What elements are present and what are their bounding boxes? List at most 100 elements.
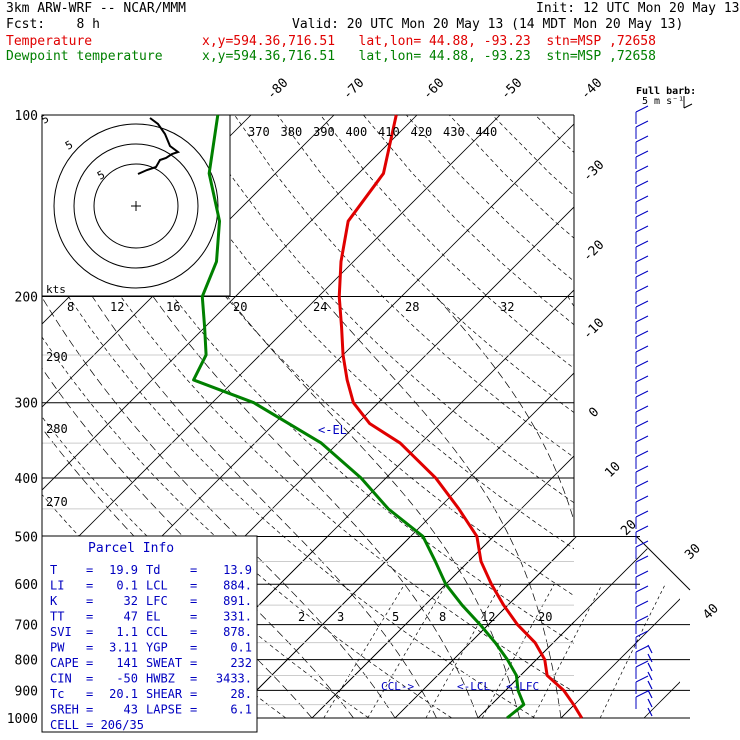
parcel-box xyxy=(41,535,258,733)
moist-adiabat-15 xyxy=(227,296,520,719)
isotherm--60 xyxy=(42,115,501,574)
barb-flag-0 xyxy=(635,105,649,113)
dry-adiabat-450 xyxy=(664,115,740,718)
parcel-val2-2: 891. xyxy=(223,594,252,608)
isotherm-low--120 xyxy=(0,115,2,718)
parcel-key2-4: CCL xyxy=(146,625,168,639)
parcel-eq1-1: = xyxy=(86,579,93,593)
barb-flag-30 xyxy=(635,555,649,563)
parcel-eq2-8: = xyxy=(190,687,197,701)
barb-legend-title: Full barb: xyxy=(636,86,696,97)
parcel-val2-5: 0.1 xyxy=(230,641,252,655)
low-barb-2 xyxy=(647,662,653,672)
parcel-eq2-6: = xyxy=(190,656,197,670)
moist-adiabat-10 xyxy=(152,296,479,719)
parcel-val2-4: 878. xyxy=(223,625,252,639)
isotherm-low-0 xyxy=(394,536,680,719)
dry-adiabat-460 xyxy=(707,115,740,718)
barb-flag-14 xyxy=(635,315,649,323)
parcel-val1-6: 141 xyxy=(116,656,138,670)
theta-label-370: 370 xyxy=(248,125,270,139)
mixing-ratio-8 xyxy=(481,584,555,719)
location-temperature: x,y=594.36,716.51 lat,lon= 44.88, -93.23… xyxy=(202,34,656,49)
parcel-key1-1: LI xyxy=(50,579,64,593)
barb-flag-23 xyxy=(635,450,649,458)
isotherm-low-20 xyxy=(560,536,680,719)
parcel-val1-9: 43 xyxy=(124,703,138,717)
low-barb-1 xyxy=(647,653,653,663)
speed-label-28: 28 xyxy=(405,300,419,314)
parcel-eq1-3: = xyxy=(86,610,93,624)
lcl-marker-0: CCL-> xyxy=(381,680,414,693)
theta-label-400: 400 xyxy=(346,125,368,139)
barb-flag-17 xyxy=(635,360,649,368)
speed-label-16: 16 xyxy=(166,300,180,314)
isotherm-label--70: -70 xyxy=(340,76,367,103)
isotherm-low-10 xyxy=(477,536,680,719)
parcel-val1-7: -50 xyxy=(116,672,138,686)
parcel-val2-3: 331. xyxy=(223,610,252,624)
parcel-eq2-5: = xyxy=(190,641,197,655)
barb-flag-16 xyxy=(635,345,649,353)
barb-flag-6 xyxy=(635,195,649,203)
parcel-key1-0: T xyxy=(50,563,57,577)
parcel-key2-8: SHEAR xyxy=(146,687,183,701)
pressure-label-900: 900 xyxy=(15,684,38,699)
isotherm-label--40: -40 xyxy=(578,76,605,103)
theta-label-430: 430 xyxy=(443,125,465,139)
init-time: Init: 12 UTC Mon 20 May 13 xyxy=(536,1,740,16)
barb-flag-19 xyxy=(635,390,649,398)
parcel-eq2-3: = xyxy=(190,610,197,624)
dewpoint-line xyxy=(192,114,526,720)
barb-flag-31 xyxy=(635,570,649,578)
barb-flag-35 xyxy=(635,630,649,638)
parcel-key2-0: Td xyxy=(146,563,160,577)
theta-label-440: 440 xyxy=(476,125,498,139)
speed-label-24: 24 xyxy=(313,300,327,314)
barb-flag-11 xyxy=(635,270,649,278)
hodograph-trace xyxy=(137,117,181,175)
isotherm-label-10: 10 xyxy=(602,459,624,481)
isotherm-label--20: -20 xyxy=(580,238,607,265)
barb-flag-15 xyxy=(635,330,649,338)
parcel-val2-9: 6.1 xyxy=(230,703,252,717)
speed-label-20: 20 xyxy=(233,300,247,314)
isotherm-40 xyxy=(727,115,740,718)
parcel-key2-7: HWBZ xyxy=(146,672,175,686)
parcel-val1-3: 47 xyxy=(124,610,138,624)
mixing-ratio-5 xyxy=(425,584,502,719)
barb-flag-38 xyxy=(635,675,649,683)
parcel-val1-2: 32 xyxy=(124,594,138,608)
temperature-line xyxy=(337,114,584,719)
parcel-eq1-2: = xyxy=(86,594,93,608)
theta-label-390: 390 xyxy=(313,125,335,139)
parcel-val2-7: 3433. xyxy=(216,672,252,686)
location-dewpoint: x,y=594.36,716.51 lat,lon= 44.88, -93.23… xyxy=(202,49,656,64)
dry-adiabat-380 xyxy=(363,115,574,326)
parcel-eq1-9: = xyxy=(86,703,93,717)
barb-flag-9 xyxy=(635,240,649,248)
dry-adiabat-440 xyxy=(621,115,740,718)
low-barb-3 xyxy=(647,671,653,681)
isotherm-low-30 xyxy=(643,536,680,719)
mixing-ratio-label-12: 12 xyxy=(481,610,495,624)
speed-label-32: 32 xyxy=(500,300,514,314)
lower-right-edge xyxy=(635,535,691,591)
isotherm-low--10 xyxy=(311,536,680,719)
el-marker: <-EL xyxy=(318,423,347,437)
barb-flag-5 xyxy=(635,180,649,188)
barb-legend-flag xyxy=(683,103,693,109)
lower-theta-label-290: 290 xyxy=(46,350,68,364)
isotherm--80 xyxy=(42,115,335,408)
parcel-val1-5: 3.11 xyxy=(109,641,138,655)
barb-flag-3 xyxy=(635,150,649,158)
parcel-eq1-5: = xyxy=(86,641,93,655)
isotherm-0 xyxy=(394,538,574,719)
barb-flag-26 xyxy=(635,495,649,503)
parcel-key1-5: PW xyxy=(50,641,65,655)
parcel-info-box: Parcel Info T = 19.9 Td = 13.9 LI = 0.1 LCL = 884. K =… xyxy=(41,535,258,733)
parcel-eq1-0: = xyxy=(86,563,93,577)
parcel-key1-6: CAPE xyxy=(50,656,79,670)
dry-adiabat-430 xyxy=(578,115,740,718)
barb-flag-27 xyxy=(635,510,649,518)
